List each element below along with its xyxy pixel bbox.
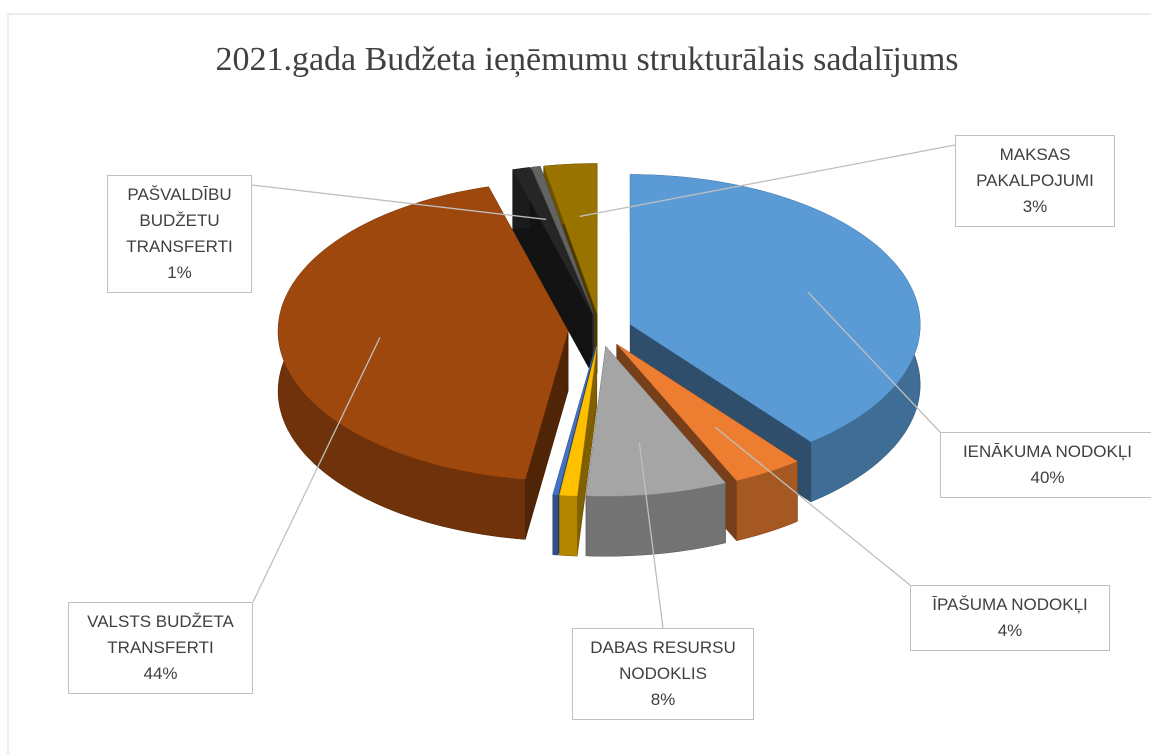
leader-line — [807, 291, 941, 433]
label-name: DABAS RESURSU NODOKLIS — [590, 638, 736, 683]
label-name: ĪPAŠUMA NODOKĻI — [932, 595, 1088, 614]
slice-top — [552, 346, 596, 496]
label-value: 44% — [143, 664, 178, 683]
slice-top — [543, 163, 598, 314]
data-label: PAŠVALDĪBU BUDŽETU TRANSFERTI 1% — [107, 175, 252, 293]
leader-line — [251, 184, 547, 221]
slice-wall — [552, 494, 559, 556]
slice-top — [531, 166, 594, 314]
data-label: MAKSAS PAKALPOJUMI 3% — [955, 135, 1115, 227]
pie — [277, 163, 921, 557]
data-label: ĪPAŠUMA NODOKĻI 4% — [910, 585, 1110, 651]
label-name: IENĀKUMA NODOKĻI — [962, 442, 1133, 461]
slice-top — [616, 343, 798, 481]
slice-top — [559, 346, 598, 497]
leader-line — [638, 442, 664, 629]
label-value: 1% — [167, 263, 192, 282]
slice-top — [585, 345, 726, 497]
label-value: 40% — [1030, 468, 1065, 487]
slice-wall — [559, 494, 578, 557]
label-name: MAKSAS PAKALPOJUMI — [976, 145, 1094, 190]
data-label: VALSTS BUDŽETA TRANSFERTI 44% — [68, 602, 253, 694]
data-label: IENĀKUMA NODOKĻI 40% — [940, 432, 1151, 498]
chart-title: 2021.gada Budžeta ieņēmumu strukturālais… — [215, 41, 958, 78]
leader-line — [714, 426, 911, 586]
label-value: 3% — [1022, 197, 1048, 216]
leader-line — [579, 144, 956, 218]
slice-top — [512, 167, 593, 315]
label-value: 8% — [650, 690, 676, 709]
label-value: 4% — [997, 621, 1023, 640]
label-name: PAŠVALDĪBU BUDŽETU TRANSFERTI — [126, 185, 233, 256]
slice-top — [277, 186, 569, 480]
leader-line — [252, 337, 381, 603]
data-label: DABAS RESURSU NODOKLIS 8% — [572, 628, 754, 720]
label-name: VALSTS BUDŽETA TRANSFERTI — [87, 612, 234, 657]
